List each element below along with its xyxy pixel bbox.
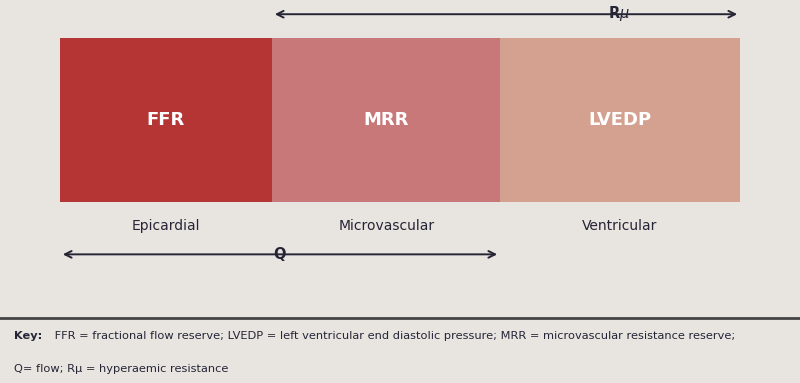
Text: FFR = fractional flow reserve; LVEDP = left ventricular end diastolic pressure; : FFR = fractional flow reserve; LVEDP = l… [51, 331, 735, 341]
Text: MRR: MRR [363, 111, 409, 129]
Text: R$\mu$: R$\mu$ [608, 4, 630, 23]
Bar [272, 38, 500, 202]
Text: Ventricular: Ventricular [582, 219, 658, 233]
Text: Epicardial: Epicardial [131, 219, 200, 233]
Bar [500, 38, 740, 202]
Text: FFR: FFR [147, 111, 185, 129]
Text: Q: Q [274, 247, 286, 262]
Text: Q= flow; Rμ = hyperaemic resistance: Q= flow; Rμ = hyperaemic resistance [14, 364, 229, 374]
Text: Key:: Key: [14, 331, 42, 341]
Text: LVEDP: LVEDP [589, 111, 651, 129]
Text: Microvascular: Microvascular [338, 219, 434, 233]
Bar [60, 38, 272, 202]
